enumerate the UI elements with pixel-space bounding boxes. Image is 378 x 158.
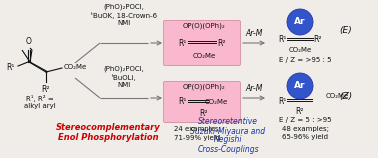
Text: R²: R² [200,109,208,118]
Text: CO₂Me: CO₂Me [326,93,349,99]
Text: R¹: R¹ [178,39,186,48]
Text: CO₂Me: CO₂Me [288,47,311,53]
Text: R¹, R² =: R¹, R² = [26,94,54,101]
Text: R¹: R¹ [7,63,15,72]
Text: CO₂Me: CO₂Me [204,99,228,105]
Text: R²: R² [314,36,322,45]
Text: OP(O)(OPh)₂: OP(O)(OPh)₂ [183,23,225,29]
Circle shape [287,73,313,99]
Text: Cross-Couplings: Cross-Couplings [197,145,259,154]
Text: 48 examples;: 48 examples; [282,126,328,132]
Text: Suzuki-Miyaura and: Suzuki-Miyaura and [191,127,266,136]
Text: Ar-M: Ar-M [245,84,263,93]
Text: O: O [26,37,32,46]
Text: CO₂Me: CO₂Me [64,64,87,70]
Text: R¹: R¹ [278,36,286,45]
FancyBboxPatch shape [164,82,240,122]
Text: CO₂Me: CO₂Me [192,53,215,59]
Text: (PhO)₂POCl,
ᵗBuOLi,
NMI: (PhO)₂POCl, ᵗBuOLi, NMI [104,65,144,88]
Text: 71-99% yield: 71-99% yield [174,135,220,141]
Text: (Z): (Z) [339,91,353,100]
Text: E / Z = 5 : >95: E / Z = 5 : >95 [279,117,331,123]
Text: R¹: R¹ [278,97,286,106]
Text: (E): (E) [339,25,352,34]
Text: Ar-M: Ar-M [245,29,263,38]
Text: Ar: Ar [294,18,306,27]
Text: Enol Phosphorylation: Enol Phosphorylation [58,133,158,142]
Text: Ar: Ar [294,82,306,91]
Text: Stereoretentive: Stereoretentive [198,118,258,127]
Text: Stereocomplementary: Stereocomplementary [56,124,160,133]
Text: E / Z = >95 : 5: E / Z = >95 : 5 [279,57,331,63]
Text: Negishi: Negishi [214,136,242,145]
Text: 65-96% yield: 65-96% yield [282,134,328,140]
Text: OP(O)(OPh)₂: OP(O)(OPh)₂ [183,84,225,90]
Text: R²: R² [42,85,50,94]
Text: (PhO)₂POCl,
ᵗBuOK, 18-Crown-6
NMI: (PhO)₂POCl, ᵗBuOK, 18-Crown-6 NMI [91,3,157,26]
FancyBboxPatch shape [164,21,240,66]
Text: 24 examples;: 24 examples; [174,126,220,132]
Text: R²: R² [218,39,226,48]
Text: R²: R² [296,107,304,116]
Text: R¹: R¹ [178,97,186,106]
Text: alkyl aryl: alkyl aryl [24,103,56,109]
Circle shape [287,9,313,35]
